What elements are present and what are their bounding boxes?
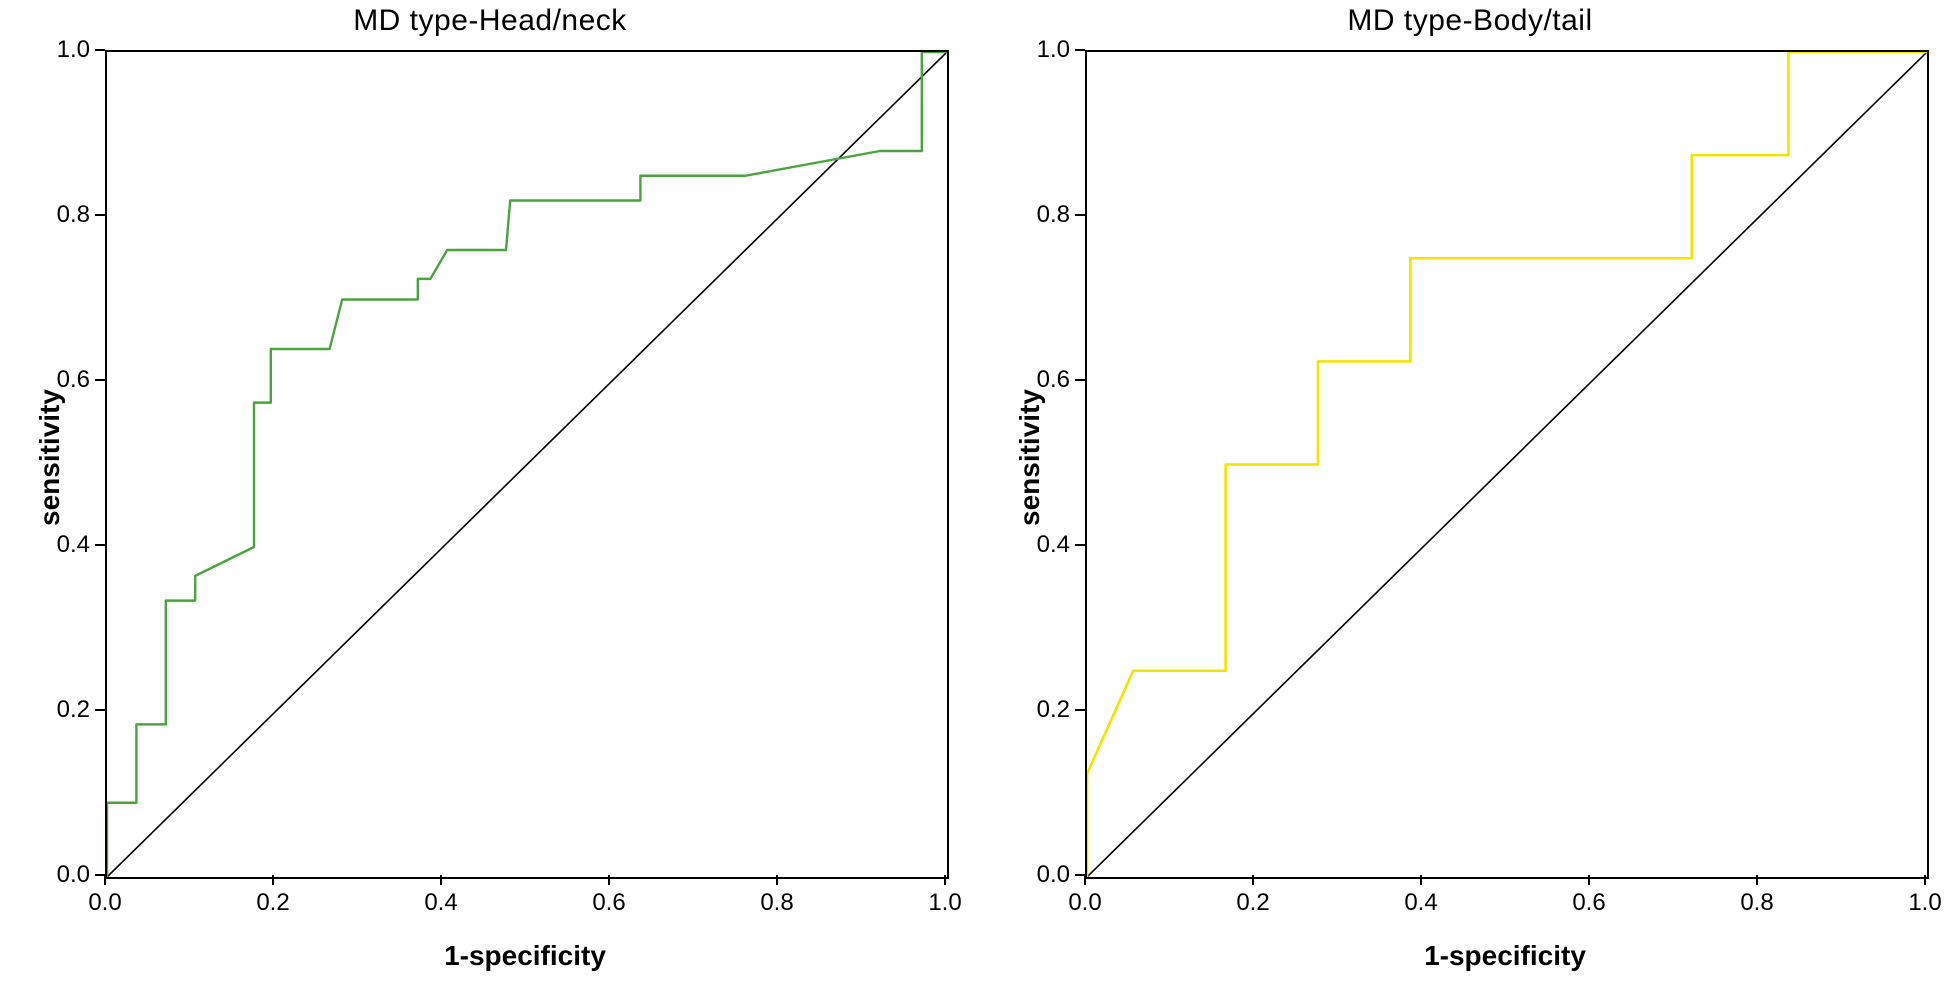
- x-tick-label: 0.6: [1572, 889, 1605, 917]
- y-tick-label: 0.4: [50, 531, 90, 559]
- y-tick: [1075, 379, 1085, 381]
- x-tick-label: 0.0: [1068, 889, 1101, 917]
- panel-left: MD type-Head/neck 0.0 0.2 0.4 0.6 0.8 1.0 0.0…: [0, 0, 980, 994]
- plot-area-left: [105, 50, 949, 879]
- x-tick-label: 0.8: [760, 889, 793, 917]
- y-tick: [1075, 49, 1085, 51]
- y-axis-label-right: sensitivity: [1014, 406, 1046, 526]
- x-tick: [104, 875, 106, 885]
- x-axis-label-left: 1-specificity: [105, 940, 945, 972]
- y-tick-label: 0.0: [50, 861, 90, 889]
- x-tick-label: 1.0: [1908, 889, 1941, 917]
- y-tick-label: 0.0: [1030, 861, 1070, 889]
- x-tick-label: 0.0: [88, 889, 121, 917]
- x-tick-label: 1.0: [928, 889, 961, 917]
- panel-left-title: MD type-Head/neck: [0, 4, 980, 38]
- y-tick: [1075, 214, 1085, 216]
- y-tick-label: 1.0: [50, 36, 90, 64]
- x-tick: [608, 875, 610, 885]
- x-tick: [1924, 875, 1926, 885]
- x-tick-label: 0.4: [424, 889, 457, 917]
- x-tick: [776, 875, 778, 885]
- x-tick-label: 0.4: [1404, 889, 1437, 917]
- y-tick-label: 0.8: [50, 201, 90, 229]
- plot-area-right: [1085, 50, 1929, 879]
- x-axis-label-right: 1-specificity: [1085, 940, 1925, 972]
- y-tick-label: 1.0: [1030, 36, 1070, 64]
- x-tick-label: 0.2: [1236, 889, 1269, 917]
- y-tick-label: 0.4: [1030, 531, 1070, 559]
- plot-svg-right: [1087, 52, 1927, 877]
- x-tick: [272, 875, 274, 885]
- y-axis-label-left: sensitivity: [34, 406, 66, 526]
- y-tick: [1075, 709, 1085, 711]
- diagonal-line: [107, 52, 947, 877]
- y-tick: [95, 214, 105, 216]
- x-tick: [1756, 875, 1758, 885]
- y-tick: [95, 544, 105, 546]
- y-tick: [95, 379, 105, 381]
- y-tick-label: 0.8: [1030, 201, 1070, 229]
- x-tick: [944, 875, 946, 885]
- x-tick: [1588, 875, 1590, 885]
- x-tick: [1420, 875, 1422, 885]
- x-tick: [1252, 875, 1254, 885]
- panel-right-title: MD type-Body/tail: [980, 4, 1960, 38]
- panel-right: MD type-Body/tail 0.0 0.2 0.4 0.6 0.8 1.0 0.0…: [980, 0, 1960, 994]
- x-tick-label: 0.6: [592, 889, 625, 917]
- y-tick: [95, 49, 105, 51]
- y-tick-label: 0.2: [50, 696, 90, 724]
- plot-svg-left: [107, 52, 947, 877]
- diagonal-line: [1087, 52, 1927, 877]
- y-tick: [95, 709, 105, 711]
- x-tick: [440, 875, 442, 885]
- y-tick: [1075, 544, 1085, 546]
- x-tick-label: 0.8: [1740, 889, 1773, 917]
- x-tick-label: 0.2: [256, 889, 289, 917]
- y-tick-label: 0.2: [1030, 696, 1070, 724]
- figure-container: MD type-Head/neck 0.0 0.2 0.4 0.6 0.8 1.0 0.0…: [0, 0, 1960, 994]
- x-tick: [1084, 875, 1086, 885]
